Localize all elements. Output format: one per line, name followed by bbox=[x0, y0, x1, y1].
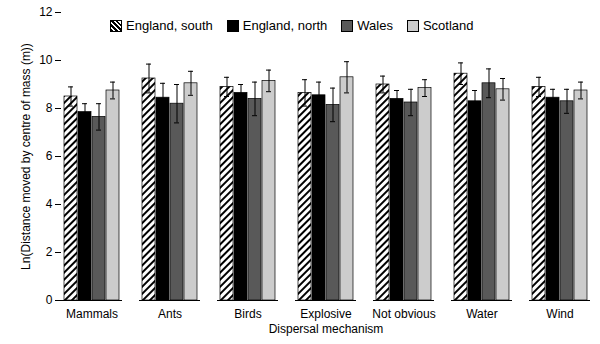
svg-text:Explosive: Explosive bbox=[300, 307, 352, 321]
svg-text:Birds: Birds bbox=[234, 307, 261, 321]
html-text:England, north: England, north bbox=[242, 18, 328, 33]
html-text:England, south: England, south bbox=[126, 18, 213, 33]
svg-text:Not obvious: Not obvious bbox=[372, 307, 435, 321]
svg-text:12: 12 bbox=[39, 5, 53, 19]
svg-text:8: 8 bbox=[46, 101, 53, 115]
svg-text:2: 2 bbox=[46, 245, 53, 259]
svg-text:Water: Water bbox=[466, 307, 498, 321]
svg-text:4: 4 bbox=[46, 197, 53, 211]
html-text:Scotland: Scotland bbox=[423, 18, 474, 33]
svg-text:Wind: Wind bbox=[546, 307, 573, 321]
svg-text:Mammals: Mammals bbox=[66, 307, 118, 321]
svg-text:6: 6 bbox=[46, 149, 53, 163]
svg-text:Dispersal mechanism: Dispersal mechanism bbox=[269, 322, 384, 336]
svg-text:Ln(Distance moved by centre of: Ln(Distance moved by centre of mass (m)) bbox=[19, 43, 33, 270]
svg-text:0: 0 bbox=[46, 293, 53, 307]
html-text:Wales: Wales bbox=[357, 18, 393, 33]
svg-text:10: 10 bbox=[39, 53, 53, 67]
svg-text:Ants: Ants bbox=[158, 307, 182, 321]
